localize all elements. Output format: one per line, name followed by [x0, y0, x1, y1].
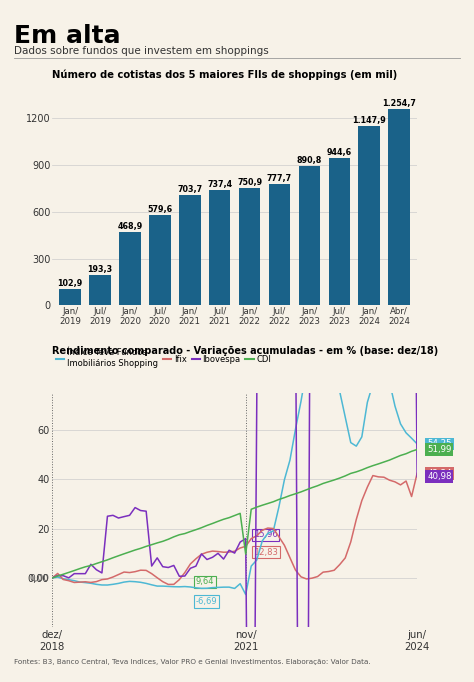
Bar [269, 184, 290, 306]
Text: 1.254,7: 1.254,7 [382, 99, 416, 108]
Text: -6,69: -6,69 [196, 597, 218, 606]
Text: 40,98: 40,98 [427, 472, 452, 481]
Text: Número de cotistas dos 5 maiores FIIs de shoppings (em mil): Número de cotistas dos 5 maiores FIIs de… [52, 69, 397, 80]
Text: 890,8: 890,8 [297, 156, 322, 165]
Text: 579,6: 579,6 [147, 205, 173, 213]
Text: 193,3: 193,3 [87, 265, 112, 274]
Text: Em alta: Em alta [14, 24, 121, 48]
Text: 750,9: 750,9 [237, 178, 262, 187]
Bar [179, 196, 201, 306]
Text: 42,34: 42,34 [427, 469, 452, 478]
Text: 51,99: 51,99 [427, 445, 451, 454]
Bar [119, 232, 141, 306]
Bar [209, 190, 230, 306]
Bar [89, 276, 111, 306]
Text: 9,64: 9,64 [196, 577, 214, 587]
Bar [149, 215, 171, 306]
Bar [239, 188, 260, 306]
Bar [328, 158, 350, 306]
Text: 54,25: 54,25 [427, 439, 452, 448]
Text: 737,4: 737,4 [207, 180, 232, 189]
Text: 102,9: 102,9 [57, 279, 83, 288]
Bar [388, 109, 410, 306]
Text: Fontes: B3, Banco Central, Teva Indices, Valor PRO e Genial Investimentos. Elabo: Fontes: B3, Banco Central, Teva Indices,… [14, 659, 371, 665]
Text: 777,7: 777,7 [267, 174, 292, 183]
Text: 15,96: 15,96 [254, 530, 278, 539]
Text: 12,83: 12,83 [254, 548, 278, 557]
Bar [59, 289, 81, 306]
Text: 0,00: 0,00 [29, 574, 49, 582]
Bar [358, 126, 380, 306]
Text: 944,6: 944,6 [327, 147, 352, 156]
Bar [299, 166, 320, 306]
Text: Rendimento comparado - Variações acumuladas - em % (base: dez/18): Rendimento comparado - Variações acumula… [52, 346, 438, 356]
Text: 468,9: 468,9 [117, 222, 143, 231]
Text: 703,7: 703,7 [177, 186, 202, 194]
Legend: Índice Teva Fundos
Imobiliários Shopping, Ifix, Ibovespa, CDI: Índice Teva Fundos Imobiliários Shopping… [53, 345, 274, 371]
Text: Dados sobre fundos que investem em shoppings: Dados sobre fundos que investem em shopp… [14, 46, 269, 57]
Text: 1.147,9: 1.147,9 [352, 116, 386, 125]
